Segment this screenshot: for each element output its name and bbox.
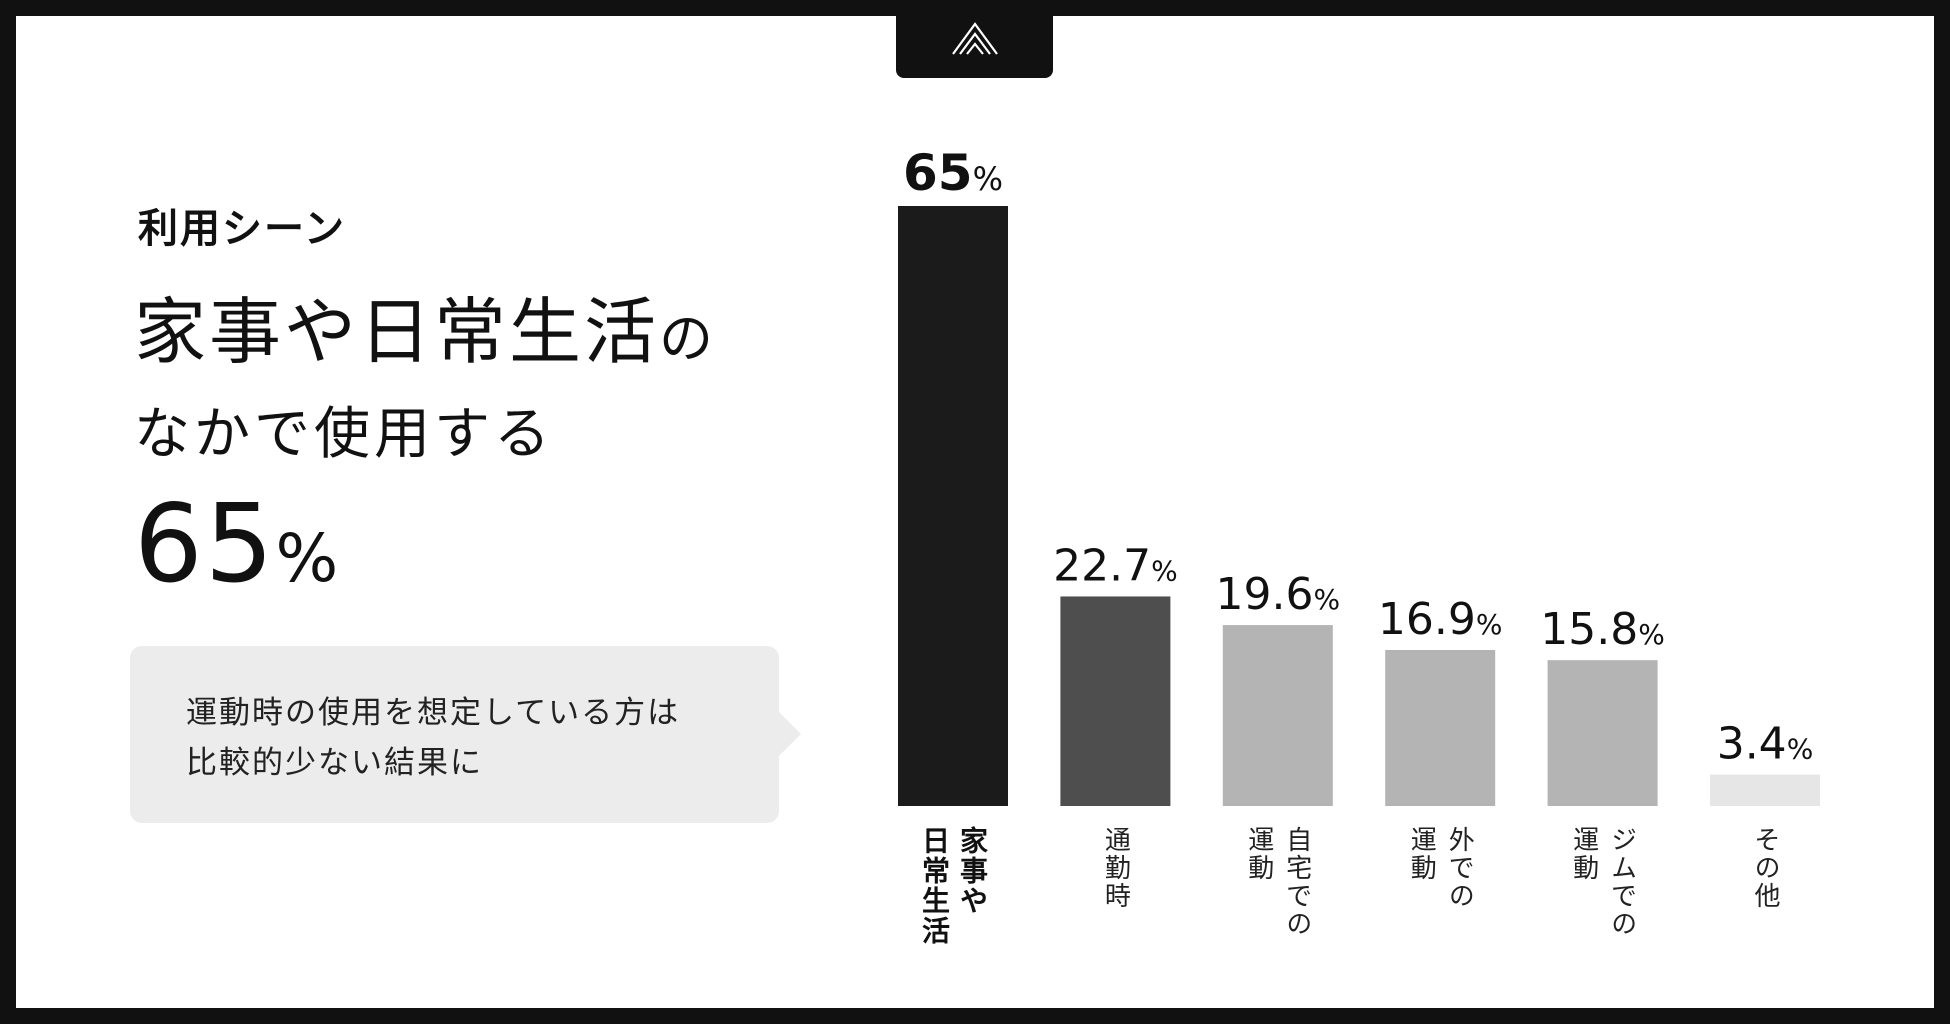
section-eyebrow: 利用シーン <box>138 206 346 252</box>
data-label-5: 3.4% <box>1717 719 1814 770</box>
triple-chevron-logo-icon <box>952 22 998 55</box>
big-stat-unit: % <box>275 520 341 597</box>
category-label-3: 外での 運動 <box>1406 826 1475 910</box>
bar-4 <box>1547 660 1658 806</box>
data-label-unit-4: % <box>1638 618 1665 651</box>
bar-0 <box>898 206 1008 806</box>
data-label-value-5: 3.4 <box>1717 719 1787 770</box>
big-stat-value: 65 <box>134 482 276 607</box>
headline: 家事や日常生活の なかで使用する <box>134 286 834 481</box>
data-label-3: 16.9% <box>1378 594 1503 645</box>
headline-line-2: なかで使用する <box>134 402 554 467</box>
data-label-unit-3: % <box>1476 608 1503 641</box>
bar-5 <box>1710 774 1820 806</box>
bar-2 <box>1222 625 1333 806</box>
category-label-4: ジムでの 運動 <box>1568 826 1637 938</box>
category-label-1: 通勤時 <box>1100 826 1131 910</box>
category-label-2: 自宅での 運動 <box>1243 826 1312 938</box>
data-label-value-4: 15.8 <box>1540 604 1638 655</box>
callout-box: 運動時の使用を想定している方は 比較的少ない結果に <box>130 646 801 823</box>
data-label-value-2: 19.6 <box>1216 569 1314 620</box>
data-label-unit-5: % <box>1787 733 1814 766</box>
data-label-value-0: 65 <box>903 144 973 202</box>
bar-1 <box>1060 596 1171 806</box>
logo-tab <box>896 0 1053 78</box>
category-label-5: その他 <box>1750 826 1780 910</box>
data-label-unit-1: % <box>1151 554 1178 587</box>
data-label-value-1: 22.7 <box>1053 540 1151 591</box>
category-label-0: 家事や 日常生活 <box>918 826 989 946</box>
callout-text: 運動時の使用を想定している方は 比較的少ない結果に <box>186 695 681 781</box>
data-label-0: 65% <box>903 144 1003 202</box>
data-label-value-3: 16.9 <box>1378 594 1476 645</box>
headline-particle: の <box>659 307 717 370</box>
headline-line-1: 家事や日常生活 <box>134 290 660 374</box>
data-label-unit-2: % <box>1313 583 1340 616</box>
data-label-unit-0: % <box>973 160 1003 198</box>
bar-3 <box>1385 650 1496 806</box>
data-label-2: 19.6% <box>1216 569 1341 620</box>
big-stat: 65% <box>134 490 340 614</box>
data-label-4: 15.8% <box>1540 604 1665 655</box>
data-label-1: 22.7% <box>1053 540 1178 591</box>
